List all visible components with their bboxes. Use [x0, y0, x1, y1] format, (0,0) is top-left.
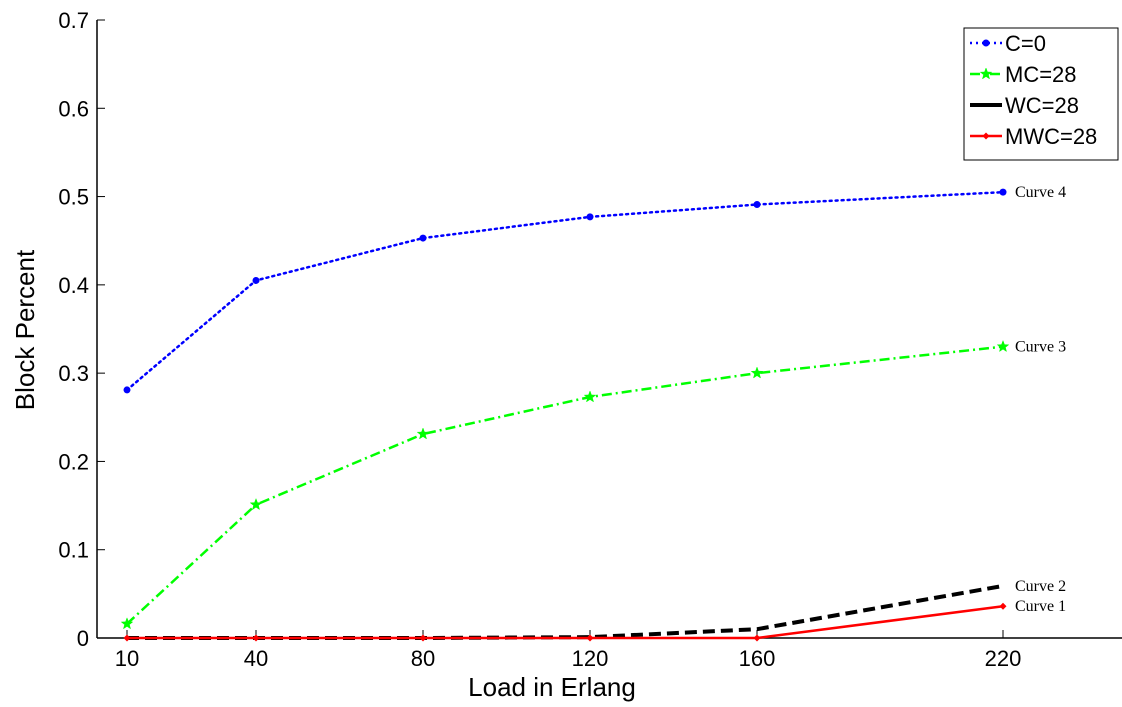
x-tick-label: 10	[115, 646, 139, 671]
legend-entry: WC=28	[970, 93, 1079, 118]
x-tick-label: 120	[572, 646, 609, 671]
legend-label: MC=28	[1005, 62, 1077, 87]
legend-entry: MWC=28	[970, 124, 1097, 149]
legend-marker	[982, 39, 990, 47]
y-tick-label: 0.2	[58, 449, 89, 474]
data-point	[123, 634, 131, 642]
curve-annotation: Curve 1	[1015, 598, 1066, 615]
x-tick-label: 80	[411, 646, 435, 671]
series-1	[120, 339, 1010, 630]
curve-annotations: Curve 4 Curve 3 Curve 2 Curve 1	[1015, 184, 1066, 615]
data-point	[583, 390, 597, 403]
legend-entry: MC=28	[970, 62, 1077, 87]
y-tick-label: 0.5	[58, 185, 89, 210]
series-line	[126, 345, 1004, 625]
y-tick-label: 0.7	[58, 8, 89, 33]
series-line	[125, 190, 1005, 392]
y-tick-label: 0	[77, 626, 89, 651]
legend: C=0 MC=28 WC=28 MWC=28	[963, 27, 1119, 161]
legend-entry: C=0	[970, 31, 1046, 56]
series-0	[123, 188, 1007, 394]
legend-box	[963, 27, 1119, 161]
data-point	[753, 201, 761, 209]
x-axis-label: Load in Erlang	[468, 672, 636, 702]
y-axis-label: Block Percent	[10, 249, 40, 410]
data-point	[419, 634, 427, 642]
data-point	[999, 602, 1007, 610]
series	[120, 188, 1010, 642]
data-point	[419, 234, 427, 242]
data-point	[586, 213, 594, 221]
data-point	[120, 617, 134, 630]
legend-label: MWC=28	[1005, 124, 1097, 149]
series-line	[127, 583, 1004, 640]
data-point	[750, 366, 764, 379]
series-line	[127, 604, 1004, 640]
legend-marker	[982, 132, 990, 140]
data-point	[586, 634, 594, 642]
series-3	[123, 602, 1007, 642]
x-tick-label: 40	[244, 646, 268, 671]
data-point	[249, 497, 263, 511]
curve-annotation: Curve 4	[1015, 184, 1066, 201]
legend-marker	[979, 67, 993, 80]
data-point	[996, 339, 1010, 353]
data-point	[416, 427, 430, 440]
curve-annotation: Curve 3	[1015, 339, 1066, 356]
ticks: 10 40 80 120 160 220 0 0.1 0.2 0.3 0.4 0.5 0.6 0.7	[58, 8, 1021, 671]
legend-label: C=0	[1005, 31, 1046, 56]
data-point	[999, 188, 1007, 196]
data-point	[252, 276, 260, 284]
data-point	[252, 634, 260, 642]
y-tick-label: 0.1	[58, 538, 89, 563]
x-tick-label: 160	[739, 646, 776, 671]
curve-annotation: Curve 2	[1015, 578, 1066, 595]
y-tick-label: 0.3	[58, 361, 89, 386]
y-tick-label: 0.6	[58, 96, 89, 121]
x-tick-label: 220	[985, 646, 1022, 671]
data-point	[123, 386, 131, 394]
data-point	[753, 634, 761, 642]
series-2	[127, 583, 1004, 640]
y-tick-label: 0.4	[58, 273, 89, 298]
legend-label: WC=28	[1005, 93, 1079, 118]
